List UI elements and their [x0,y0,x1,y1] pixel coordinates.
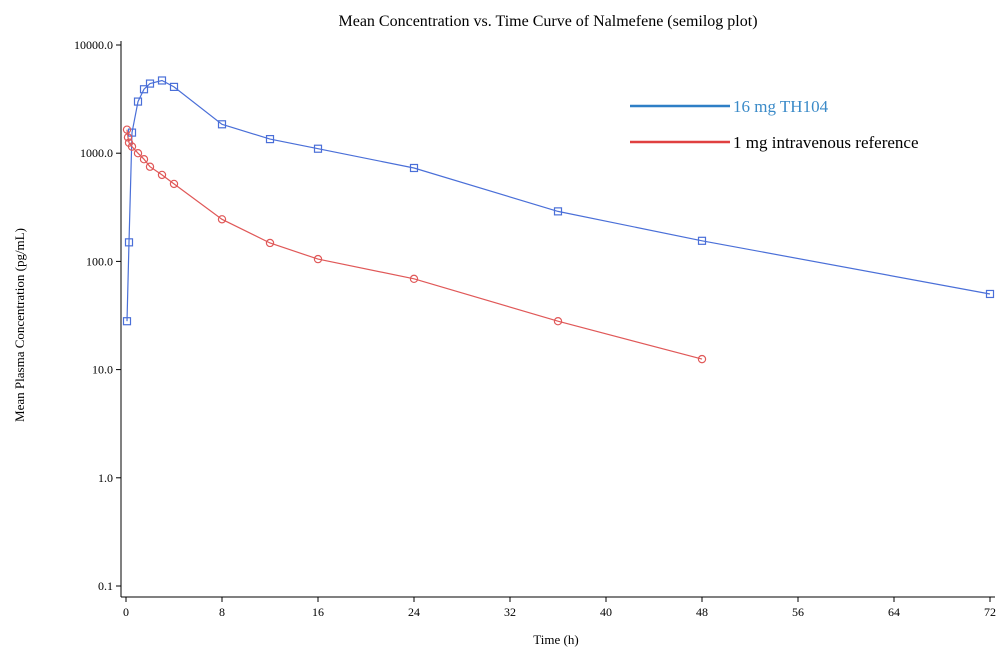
data-point-iv-reference [139,155,149,164]
y-ticks: 0.1 1.0 10.0 100.0 1000.0 10000.0 [74,38,121,593]
data-point-iv-reference [145,162,155,171]
data-point-th104 [313,144,323,153]
data-point-iv-reference [169,179,179,189]
x-tick-label: 24 [408,605,420,619]
x-axis-title: Time (h) [533,632,578,647]
y-tick-label: 1000.0 [80,146,113,160]
x-tick-label: 56 [792,605,804,619]
legend-label-th104: 16 mg TH104 [733,97,829,116]
data-point-th104 [217,120,227,129]
data-point-th104 [697,236,707,245]
data-point-th104 [553,207,563,216]
data-point-iv-reference [217,215,227,224]
series-layer [122,76,995,364]
series-th104 [122,76,995,326]
x-tick-label: 16 [312,605,324,619]
data-point-th104 [169,82,179,91]
x-tick-label: 48 [696,605,708,619]
legend-label-iv-reference: 1 mg intravenous reference [733,133,919,152]
y-axis-title: Mean Plasma Concentration (pg/mL) [12,228,27,422]
series-line-th104 [126,79,991,322]
x-tick-label: 40 [600,605,612,619]
x-tick-label: 0 [123,605,129,619]
y-tick-label: 100.0 [86,254,113,268]
data-point-th104 [139,85,149,94]
data-point-iv-reference [157,170,167,180]
data-point-th104 [985,289,995,299]
data-point-iv-reference [409,274,419,284]
chart-title: Mean Concentration vs. Time Curve of Nal… [338,13,757,30]
data-point-th104 [265,134,275,144]
legend: 16 mg TH104 1 mg intravenous reference [630,97,919,152]
y-tick-label: 10000.0 [74,38,113,52]
x-tick-label: 8 [219,605,225,619]
y-tick-label: 10.0 [92,363,113,377]
data-point-iv-reference [697,354,707,364]
data-point-iv-reference [123,133,133,142]
data-point-th104 [124,238,134,247]
x-tick-label: 64 [888,605,900,619]
data-point-th104 [133,97,143,106]
data-point-th104 [145,79,155,88]
data-point-iv-reference [313,254,323,264]
data-point-th104 [409,163,419,173]
data-point-th104 [122,317,132,326]
data-point-th104 [157,76,167,85]
y-tick-label: 0.1 [98,579,113,593]
x-tick-label: 72 [984,605,996,619]
data-point-iv-reference [133,148,143,158]
data-point-iv-reference [265,238,275,248]
y-tick-label: 1.0 [98,471,113,485]
x-ticks: 0 8 16 24 32 40 48 56 64 72 [123,597,996,619]
data-point-iv-reference [553,317,563,326]
data-point-iv-reference [122,125,132,134]
x-tick-label: 32 [504,605,516,619]
data-point-iv-reference [127,142,137,151]
series-iv-reference [122,125,707,364]
